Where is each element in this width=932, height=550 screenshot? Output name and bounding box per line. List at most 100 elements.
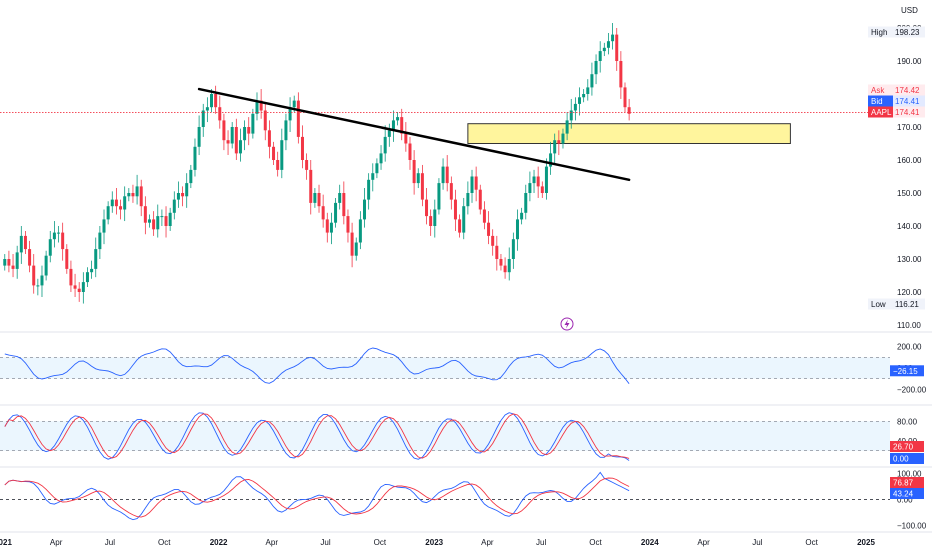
candle-body (544, 166, 548, 193)
candle-body (400, 117, 404, 134)
price-tick-label: 120.00 (897, 288, 922, 297)
candle-body (466, 193, 470, 207)
candle-body (48, 239, 52, 256)
price-tick-label: 110.00 (897, 321, 921, 330)
candle-body (321, 206, 325, 220)
candle-body (387, 130, 391, 137)
candle-body (251, 113, 255, 134)
time-tick-label: Jul (752, 538, 762, 547)
candle-body (594, 61, 598, 75)
price-tick-label: 140.00 (897, 222, 922, 231)
candle-body (474, 176, 478, 190)
price-label-high: High 198.23 (868, 26, 925, 38)
candle-body (85, 272, 89, 283)
candle-body (40, 275, 44, 286)
stoch-k-value-tag (890, 453, 924, 464)
candle-body (193, 146, 197, 170)
candle-body (147, 219, 151, 223)
candle-body (210, 94, 214, 108)
candle-body (218, 107, 222, 121)
price-label-value-bg (893, 106, 925, 118)
candle-body (135, 186, 139, 197)
candle-body (420, 173, 424, 200)
candle-body (515, 219, 519, 240)
candle-body (296, 100, 300, 137)
candle-body (160, 216, 164, 218)
candle-body (565, 120, 569, 134)
time-tick-label: 2025 (857, 538, 875, 547)
price-label-value-bg (893, 26, 925, 38)
stoch-d-line (4, 413, 630, 459)
price-label-name: Bid (871, 97, 883, 106)
candle-body (354, 242, 358, 256)
trendline[interactable] (197, 87, 631, 182)
time-tick-label: 2021 (0, 538, 12, 547)
candle-body (65, 249, 69, 269)
candle-body (201, 110, 205, 127)
candle-body (272, 146, 276, 160)
support-zone[interactable] (467, 123, 791, 144)
candle-body (404, 133, 408, 144)
time-tick-label: Jul (536, 538, 546, 547)
candle-body (234, 127, 238, 154)
candle-body (619, 61, 623, 88)
time-tick-label: Oct (158, 538, 171, 547)
candle-body (73, 285, 77, 289)
candle-body (540, 186, 544, 193)
candle-body (263, 110, 267, 131)
cci-band (0, 357, 890, 379)
price-tick-label: 160.00 (897, 156, 922, 165)
cci-tick-label: −200.00 (897, 385, 927, 394)
candle-body (61, 232, 65, 250)
candle-body (383, 136, 387, 154)
candle-body (367, 179, 371, 200)
cci-line (4, 347, 630, 384)
candle-body (511, 239, 515, 259)
candle-body (152, 219, 156, 230)
candle-body (478, 189, 482, 210)
candle-body (549, 153, 553, 167)
lightning-icon[interactable] (560, 317, 574, 331)
candle-body (156, 216, 160, 230)
candle-body (292, 100, 296, 108)
price-label-value-bg (893, 95, 925, 107)
price-label-name: Low (871, 300, 886, 309)
candle-body (15, 252, 19, 269)
oscillator-indicator: 100.00 0.00 −100.00 76.87 43.24 (0, 470, 927, 530)
candle-body (114, 199, 118, 207)
stoch-tick-label: 80.00 (897, 417, 918, 426)
candle-body (602, 47, 606, 52)
osc-tick-label: 100.00 (897, 470, 922, 479)
time-tick-label: Apr (697, 538, 710, 547)
candle-body (453, 199, 457, 220)
time-tick-label: Apr (266, 538, 279, 547)
osc-a-value: 43.24 (893, 490, 914, 499)
time-tick-label: 2022 (210, 538, 228, 547)
candle-body (416, 173, 420, 184)
cci-tick-label: 200.00 (897, 343, 922, 352)
candle-body (329, 222, 333, 233)
price-label-name: AAPL (871, 108, 892, 117)
candle-body (561, 133, 565, 144)
price-axis: 200.00190.00180.00170.00160.00150.00140.… (897, 24, 922, 330)
candle-body (52, 232, 56, 240)
candle-body (81, 282, 85, 292)
candle-body (313, 193, 317, 203)
price-label-tag (868, 95, 893, 107)
candle-body (102, 219, 106, 233)
time-tick-label: Apr (50, 538, 63, 547)
candle-body (358, 219, 362, 243)
candle-body (28, 249, 32, 266)
time-tick-label: Oct (589, 538, 602, 547)
cci-indicator: 200.000.00−200.00−26.15 (0, 343, 927, 394)
candle-body (445, 166, 449, 184)
price-label-value-bg (893, 84, 925, 96)
osc-a-value-tag (890, 488, 924, 499)
candle-body (317, 193, 321, 207)
candle-body (123, 196, 127, 210)
stoch-k-line (4, 412, 630, 461)
candle-body (325, 219, 329, 233)
candle-body (205, 107, 209, 111)
candle-body (495, 245, 499, 259)
